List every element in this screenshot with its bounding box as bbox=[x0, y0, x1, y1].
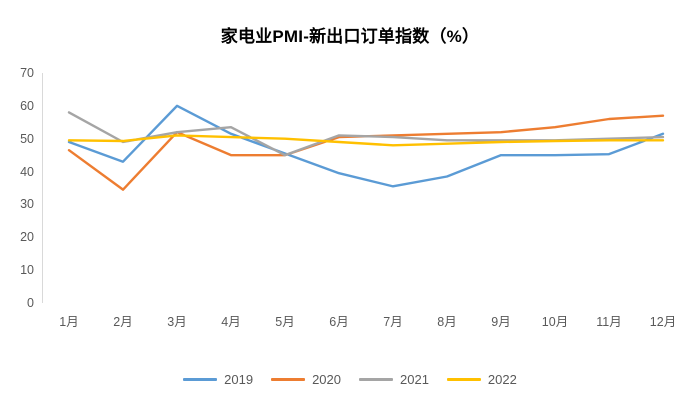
legend-label: 2019 bbox=[224, 372, 254, 387]
x-axis-tick-label: 11月 bbox=[596, 315, 622, 329]
y-axis-tick-label: 60 bbox=[20, 98, 34, 113]
y-axis-tick-label: 20 bbox=[20, 230, 34, 245]
y-axis-tick-label: 50 bbox=[20, 131, 34, 146]
x-axis-tick-label: 3月 bbox=[167, 315, 187, 329]
y-axis-tick-label: 40 bbox=[20, 164, 34, 179]
x-axis-tick-label: 5月 bbox=[275, 315, 295, 329]
x-axis-tick-label: 4月 bbox=[221, 315, 241, 329]
legend-label: 2022 bbox=[487, 372, 517, 387]
x-axis-tick-label: 9月 bbox=[491, 315, 511, 329]
series-line-2022 bbox=[67, 134, 665, 147]
legend-swatch-icon bbox=[446, 378, 481, 381]
x-axis-tick-label: 7月 bbox=[383, 315, 403, 329]
legend-label: 2020 bbox=[312, 372, 341, 387]
x-axis-tick-label: 6月 bbox=[329, 315, 349, 329]
x-axis-tick-label: 10月 bbox=[541, 315, 569, 329]
legend-swatch-icon bbox=[183, 378, 218, 381]
legend-item-2020[interactable]: 2020 bbox=[271, 372, 341, 387]
series-line-2021 bbox=[67, 111, 665, 157]
y-axis-tick-label: 30 bbox=[20, 197, 34, 212]
legend-swatch-icon bbox=[271, 378, 306, 381]
x-axis-tick-label: 12月 bbox=[649, 315, 677, 329]
series-line-2019 bbox=[67, 104, 665, 188]
y-axis-tick-label: 0 bbox=[27, 296, 34, 310]
legend-swatch-icon bbox=[359, 378, 393, 381]
x-axis-tick-label: 1月 bbox=[59, 315, 79, 329]
line-chart-svg bbox=[42, 73, 665, 303]
x-axis-tick-label: 8月 bbox=[437, 315, 457, 329]
legend-item-2021[interactable]: 2021 bbox=[359, 372, 429, 387]
x-axis-tick-label: 2月 bbox=[113, 315, 133, 329]
y-axis-tick-label: 10 bbox=[20, 263, 34, 278]
legend-label: 2021 bbox=[400, 372, 429, 387]
legend-item-2019[interactable]: 2019 bbox=[183, 372, 253, 387]
y-axis-tick-label: 70 bbox=[20, 66, 34, 80]
plot-area bbox=[42, 73, 690, 303]
chart-legend: 2019 2020 2021 2022 bbox=[0, 372, 700, 387]
legend-item-2022[interactable]: 2022 bbox=[446, 372, 517, 387]
chart-title: 家电业PMI-新出口订单指数（%） bbox=[220, 27, 480, 46]
